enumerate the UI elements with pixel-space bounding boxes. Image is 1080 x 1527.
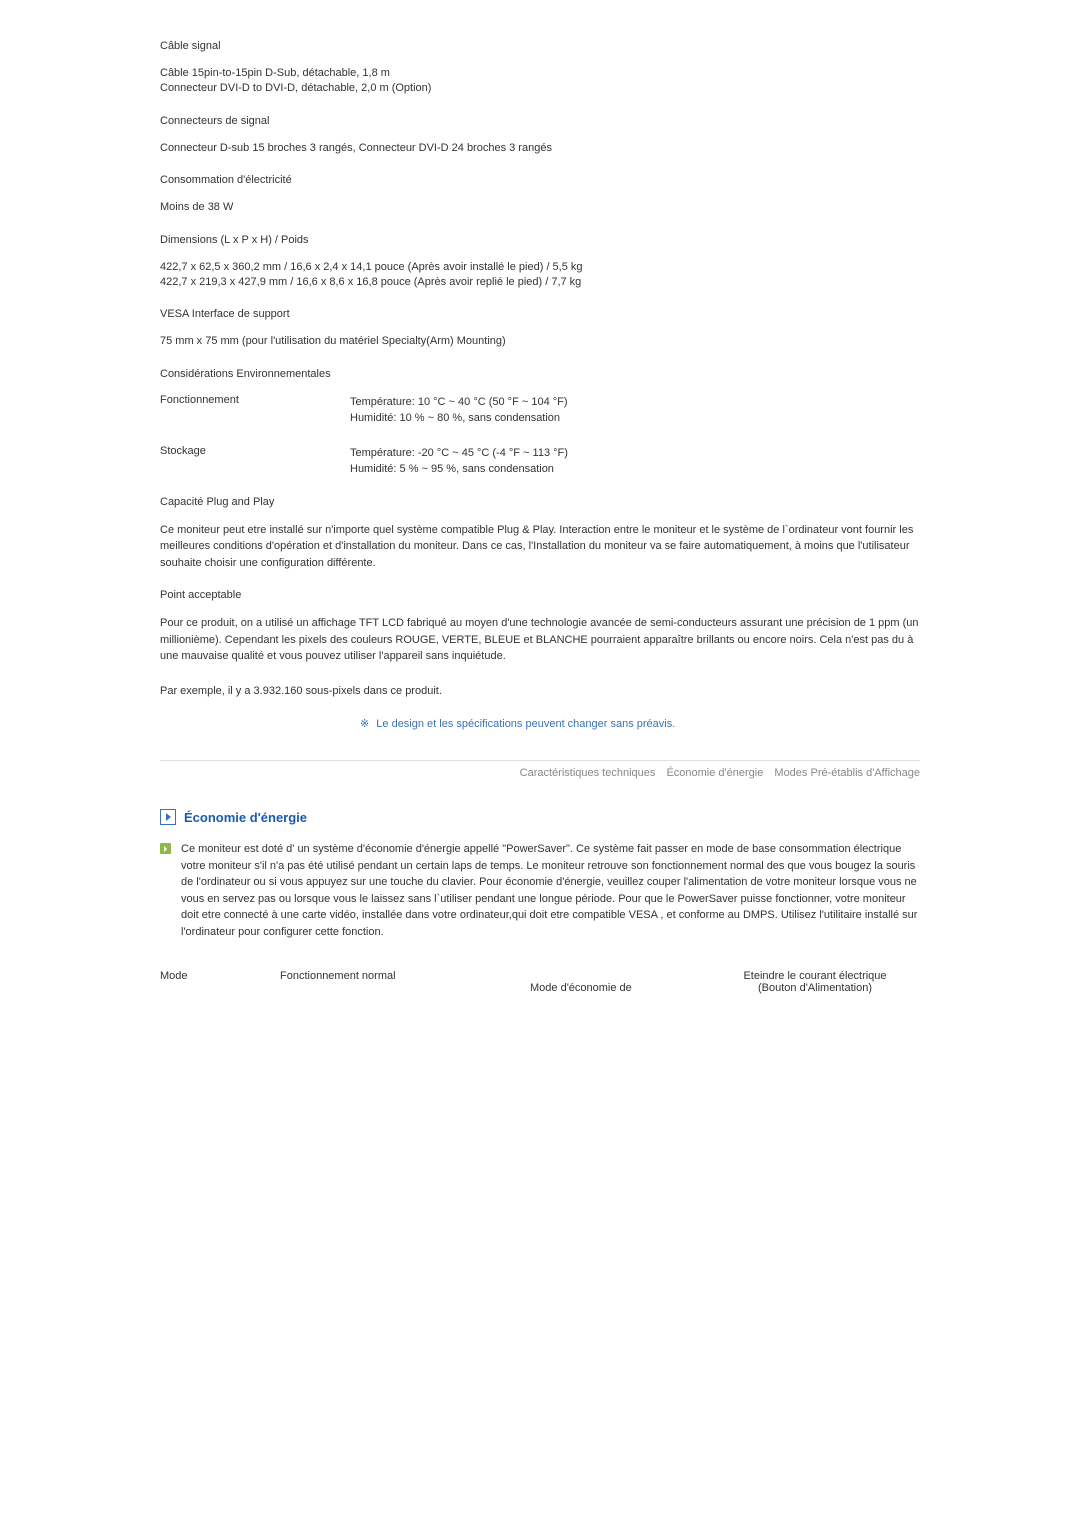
label-environment: Considérations Environnementales	[160, 368, 920, 380]
energy-section-header: Économie d'énergie	[160, 809, 920, 825]
text-line: (Bouton d'Alimentation)	[758, 982, 872, 994]
value-cable-signal: Câble 15pin-to-15pin D-Sub, détachable, …	[160, 66, 920, 97]
energy-description: Ce moniteur est doté d' un système d'éco…	[181, 841, 920, 940]
text-line: Câble 15pin-to-15pin D-Sub, détachable, …	[160, 67, 390, 79]
text-line: Eteindre le courant électrique	[743, 970, 886, 982]
energy-section-title: Économie d'énergie	[184, 810, 307, 825]
label-storage: Stockage	[160, 445, 350, 478]
arrow-box-icon	[160, 809, 176, 825]
value-storage: Température: -20 °C ~ 45 °C (-4 °F ~ 113…	[350, 445, 568, 478]
nav-link-energy[interactable]: Économie d'énergie	[658, 767, 763, 779]
label-operating: Fonctionnement	[160, 394, 350, 427]
col-mode: Mode	[160, 970, 280, 982]
value-dimensions: 422,7 x 62,5 x 360,2 mm / 16,6 x 2,4 x 1…	[160, 260, 920, 291]
text-line: 422,7 x 62,5 x 360,2 mm / 16,6 x 2,4 x 1…	[160, 261, 583, 273]
text-acceptable-dot: Pour ce produit, on a utilisé un afficha…	[160, 615, 920, 665]
nav-link-specs[interactable]: Caractéristiques techniques	[512, 767, 656, 779]
col-normal-operation: Fonctionnement normal	[280, 970, 530, 982]
text-line: Connecteur DVI-D to DVI-D, détachable, 2…	[160, 82, 431, 94]
text-line: Humidité: 10 % ~ 80 %, sans condensation	[350, 412, 560, 424]
notice-text: Le design et les spécifications peuvent …	[376, 718, 675, 730]
value-connectors: Connecteur D-sub 15 broches 3 rangés, Co…	[160, 141, 920, 156]
col-power-off: Eteindre le courant électrique (Bouton d…	[710, 970, 920, 994]
label-dimensions: Dimensions (L x P x H) / Poids	[160, 234, 920, 246]
note-icon: ※	[360, 717, 369, 730]
label-acceptable-dot: Point acceptable	[160, 589, 920, 601]
label-plug-and-play: Capacité Plug and Play	[160, 496, 920, 508]
text-line: 422,7 x 219,3 x 427,9 mm / 16,6 x 8,6 x …	[160, 276, 581, 288]
text-subpixels: Par exemple, il y a 3.932.160 sous-pixel…	[160, 683, 920, 700]
col-power-save-mode: Mode d'économie de	[530, 982, 710, 994]
label-power: Consommation d'électricité	[160, 174, 920, 186]
bullet-arrow-icon	[160, 843, 171, 854]
design-change-notice: ※ Le design et les spécifications peuven…	[160, 717, 920, 730]
value-power: Moins de 38 W	[160, 200, 920, 215]
value-vesa: 75 mm x 75 mm (pour l'utilisation du mat…	[160, 334, 920, 349]
energy-table-header: Mode Fonctionnement normal Mode d'économ…	[160, 970, 920, 994]
text-line: Température: 10 °C ~ 40 °C (50 °F ~ 104 …	[350, 396, 568, 408]
label-vesa: VESA Interface de support	[160, 308, 920, 320]
text-plug-and-play: Ce moniteur peut etre installé sur n'imp…	[160, 522, 920, 572]
label-cable-signal: Câble signal	[160, 40, 920, 52]
nav-link-preset-modes[interactable]: Modes Pré-établis d'Affichage	[766, 767, 920, 779]
text-line: Température: -20 °C ~ 45 °C (-4 °F ~ 113…	[350, 447, 568, 459]
label-connectors: Connecteurs de signal	[160, 115, 920, 127]
value-operating: Température: 10 °C ~ 40 °C (50 °F ~ 104 …	[350, 394, 568, 427]
section-nav: Caractéristiques techniques Économie d'é…	[160, 760, 920, 809]
text-line: Humidité: 5 % ~ 95 %, sans condensation	[350, 463, 554, 475]
